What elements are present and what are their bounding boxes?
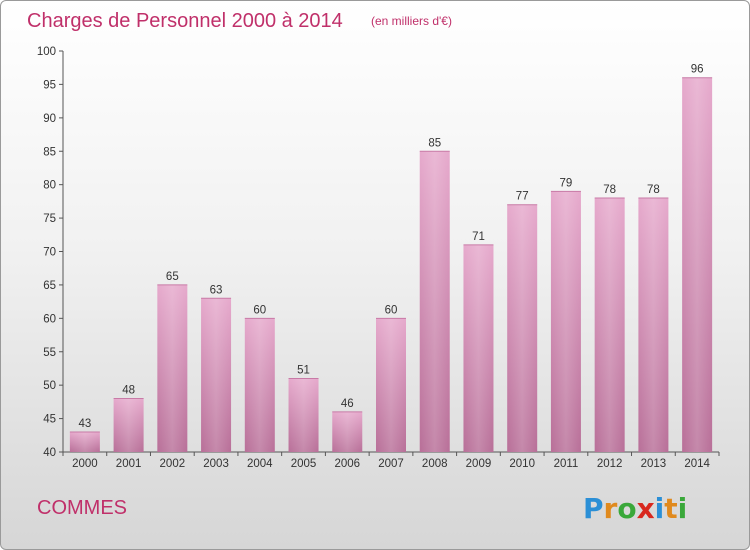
y-tick-label: 40 [43,447,56,459]
y-tick-label: 70 [43,247,56,259]
y-tick-label: 80 [43,180,56,192]
y-tick-label: 95 [43,79,56,91]
y-axis: 40 45 50 55 60 65 70 75 80 85 90 95 100 [37,46,64,459]
logo-text: Proxiti [583,492,687,525]
bar-shine [69,431,100,452]
data-label: 63 [210,284,223,296]
bar-shine [507,204,538,452]
bar-shine [113,398,144,452]
data-label: 77 [516,191,529,203]
bar-shine [463,244,494,452]
bar-shine [201,298,232,452]
y-tick-label: 75 [43,213,56,225]
bar-shine [157,284,188,452]
chart-title: Charges de Personnel 2000 à 2014 [27,10,343,32]
chart-subtitle: (en milliers d'€) [371,14,452,28]
commune-name: COMMES [37,497,127,519]
x-tick-label: 2010 [509,458,535,470]
x-tick-label: 2007 [378,458,404,470]
data-label: 43 [78,418,91,430]
x-tick-label: 2008 [422,458,448,470]
data-label: 48 [122,385,135,397]
y-tick-label: 65 [43,280,56,292]
bars [69,77,713,452]
x-tick-label: 2002 [160,458,186,470]
data-label: 96 [691,64,704,76]
data-label: 79 [560,177,573,189]
bar-shine [332,411,363,452]
data-label: 60 [253,304,266,316]
y-tick-label: 60 [43,313,56,325]
x-tick-label: 2012 [597,458,623,470]
data-label: 46 [341,398,354,410]
y-tick-label: 45 [43,414,56,426]
bar-shine [682,77,713,452]
x-tick-label: 2011 [554,458,579,470]
x-tick-label: 2005 [291,458,317,470]
bar-shine [419,151,450,452]
y-tick-label: 50 [43,380,56,392]
bar-shine [638,198,669,452]
data-label: 78 [603,184,616,196]
bar-shine [594,198,625,452]
x-tick-label: 2003 [203,458,229,470]
x-tick-label: 2009 [466,458,492,470]
bar-shine [244,318,275,452]
x-tick-label: 2000 [72,458,98,470]
data-label: 65 [166,271,179,283]
data-label: 85 [428,137,441,149]
bar-shine [550,191,581,452]
x-tick-label: 2001 [116,458,142,470]
y-tick-label: 85 [43,146,56,158]
bar-shine [288,378,319,452]
bar-shine [376,318,406,452]
data-label: 60 [385,304,398,316]
data-label: 51 [297,364,310,376]
x-tick-label: 2014 [684,458,710,470]
proxiti-logo: Proxiti [583,492,687,525]
x-tick-label: 2013 [641,458,667,470]
x-axis: 2000 2001 2002 2003 2004 2005 2006 2007 2008 2009… [62,451,720,470]
y-tick-label: 100 [37,46,56,58]
x-tick-label: 2006 [334,458,360,470]
x-tick-label: 2004 [247,458,273,470]
data-label: 78 [647,184,660,196]
data-label: 71 [472,231,485,243]
y-tick-label: 90 [43,113,56,125]
y-tick-label: 55 [43,347,56,359]
data-labels: 43 48 65 63 60 51 46 60 85 71 77 79 78 78 96 [78,64,703,430]
